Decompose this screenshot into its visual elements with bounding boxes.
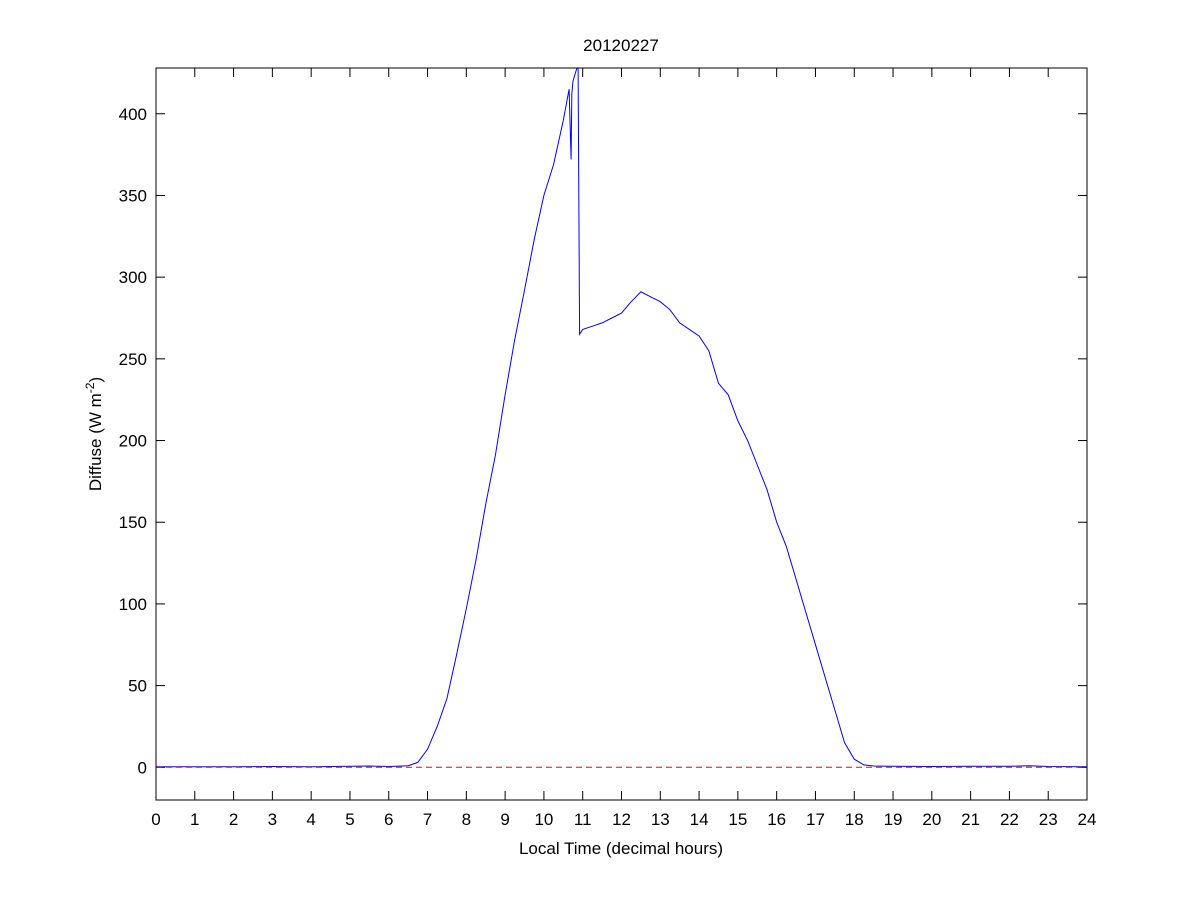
- x-tick-label: 2: [229, 810, 238, 829]
- x-tick-label: 15: [728, 810, 747, 829]
- x-tick-label: 11: [574, 810, 592, 829]
- x-tick-label: 5: [345, 810, 354, 829]
- chart-title: 20120227: [583, 36, 659, 55]
- x-tick-label: 0: [151, 810, 160, 829]
- y-tick-label: 350: [119, 186, 147, 205]
- x-tick-label: 23: [1039, 810, 1058, 829]
- x-tick-label: 24: [1078, 810, 1097, 829]
- x-tick-label: 6: [384, 810, 393, 829]
- x-tick-label: 14: [690, 810, 709, 829]
- x-tick-label: 4: [306, 810, 315, 829]
- x-tick-label: 17: [806, 810, 825, 829]
- y-tick-label: 0: [138, 758, 147, 777]
- x-tick-label: 10: [534, 810, 553, 829]
- x-tick-label: 1: [190, 810, 199, 829]
- x-tick-label: 8: [462, 810, 471, 829]
- x-tick-label: 18: [845, 810, 864, 829]
- y-tick-label: 400: [119, 105, 147, 124]
- x-tick-label: 19: [884, 810, 903, 829]
- y-tick-label: 100: [119, 595, 147, 614]
- y-axis-label-close: ): [86, 377, 105, 383]
- series-lines: [155, 67, 1088, 768]
- diffuse-series-line: [155, 67, 1088, 768]
- y-axis-label-main: Diffuse (W m: [86, 393, 105, 491]
- y-tick-label: 300: [119, 268, 147, 287]
- x-tick-label: 7: [423, 810, 432, 829]
- y-tick-label: 50: [128, 677, 147, 696]
- y-axis-label: Diffuse (W m-2): [83, 377, 105, 491]
- x-axis-label: Local Time (decimal hours): [519, 839, 723, 858]
- x-tick-label: 21: [961, 810, 980, 829]
- x-tick-label: 9: [500, 810, 509, 829]
- x-tick-label: 3: [268, 810, 277, 829]
- x-tick-label: 12: [612, 810, 631, 829]
- y-axis-label-superscript: -2: [83, 382, 97, 393]
- x-tick-label: 13: [651, 810, 670, 829]
- x-tick-label: 20: [922, 810, 941, 829]
- x-tick-label: 16: [767, 810, 786, 829]
- y-tick-label: 200: [119, 432, 147, 451]
- y-tick-label: 250: [119, 350, 147, 369]
- x-tick-label: 22: [1000, 810, 1019, 829]
- y-tick-label: 150: [119, 513, 147, 532]
- axis-ticks: 0 1 2 3 4 5 6 7 8 9 10 11 12 13 14 15 16 17 18 19 20 21 22 23 24…: [119, 68, 1097, 829]
- plot-area-frame: [155, 67, 1088, 801]
